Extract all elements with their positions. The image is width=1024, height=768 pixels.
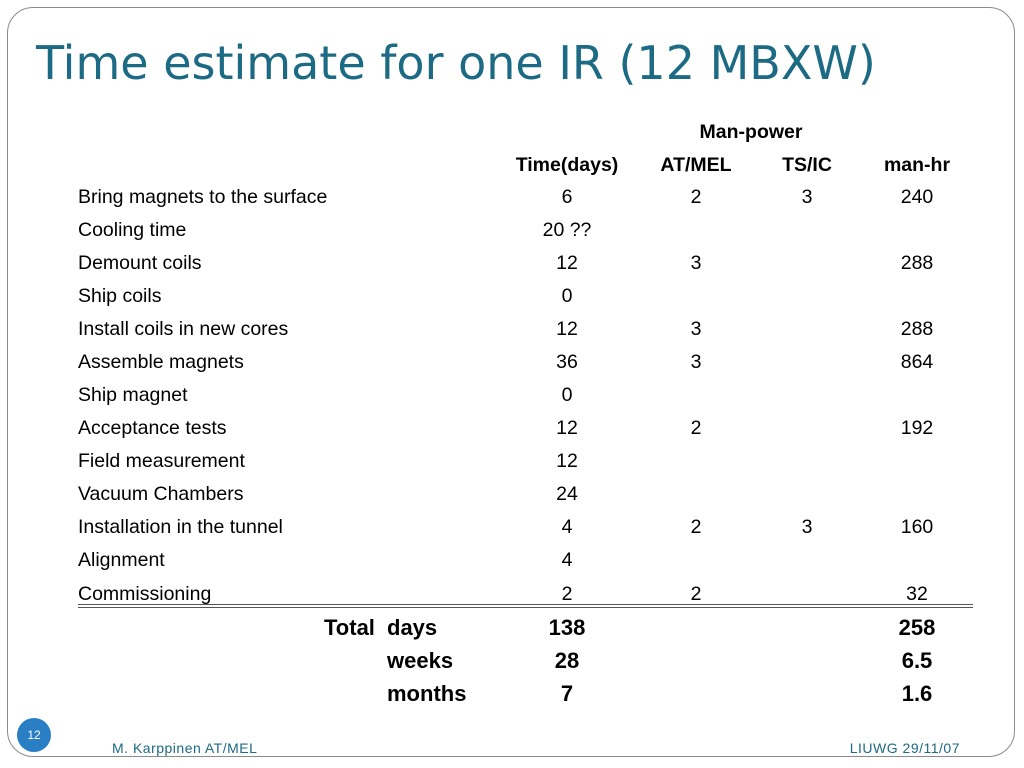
total-unit: months: [387, 681, 467, 706]
total-unit: days: [387, 615, 438, 640]
row-task: Alignment: [78, 549, 165, 571]
header-atmel: AT/MEL: [660, 154, 732, 176]
header-time: Time(days): [515, 154, 619, 176]
row-time: 0: [561, 384, 573, 406]
row-manhr: 864: [900, 351, 934, 373]
table-divider: [78, 604, 973, 605]
row-manhr: 288: [900, 252, 934, 274]
row-manhr: 288: [900, 318, 934, 340]
row-time: 2: [561, 583, 573, 605]
footer-author: M. Karppinen AT/MEL: [112, 740, 258, 756]
row-task: Demount coils: [78, 252, 202, 274]
row-atmel: 2: [690, 417, 702, 439]
row-manhr: 240: [900, 186, 934, 208]
row-atmel: 2: [690, 516, 702, 538]
row-task: Cooling time: [78, 219, 187, 241]
row-atmel: 3: [690, 318, 702, 340]
slide-frame: [7, 7, 1015, 757]
row-time: 12: [556, 252, 578, 274]
row-atmel: 3: [690, 351, 702, 373]
row-task: Ship magnet: [78, 384, 188, 406]
row-time: 36: [556, 351, 578, 373]
total-manhr: 1.6: [901, 681, 933, 706]
total-time: 28: [554, 648, 580, 673]
total-unit: weeks: [387, 648, 454, 673]
row-time: 20 ??: [542, 219, 592, 241]
row-time: 4: [561, 516, 573, 538]
header-manhr: man-hr: [883, 154, 951, 176]
row-time: 12: [556, 417, 578, 439]
row-time: 24: [556, 483, 578, 505]
row-time: 6: [561, 186, 573, 208]
row-time: 12: [556, 318, 578, 340]
total-manhr: 258: [898, 615, 936, 640]
row-task: Install coils in new cores: [78, 318, 289, 340]
row-tsic: 3: [801, 516, 813, 538]
total-time: 7: [560, 681, 574, 706]
footer-event-date: LIUWG 29/11/07: [849, 740, 960, 756]
row-tsic: 3: [801, 186, 813, 208]
row-manhr: 192: [900, 417, 934, 439]
row-manhr: 160: [900, 516, 934, 538]
row-task: Ship coils: [78, 285, 162, 307]
total-time: 138: [548, 615, 586, 640]
row-task: Vacuum Chambers: [78, 483, 244, 505]
row-atmel: 3: [690, 252, 702, 274]
row-task: Bring magnets to the surface: [78, 186, 328, 208]
row-atmel: 2: [690, 186, 702, 208]
row-task: Commissioning: [78, 583, 212, 605]
row-atmel: 2: [690, 583, 702, 605]
row-task: Acceptance tests: [78, 417, 227, 439]
total-label: Total: [324, 615, 375, 640]
manpower-group-header: Man-power: [699, 121, 803, 143]
row-time: 0: [561, 285, 573, 307]
total-manhr: 6.5: [901, 648, 933, 673]
slide-title: Time estimate for one IR (12 MBXW): [36, 36, 876, 90]
table-divider: [78, 607, 973, 608]
row-task: Installation in the tunnel: [78, 516, 283, 538]
row-task: Field measurement: [78, 450, 245, 472]
row-time: 4: [561, 549, 573, 571]
row-time: 12: [556, 450, 578, 472]
row-task: Assemble magnets: [78, 351, 244, 373]
header-tsic: TS/IC: [782, 154, 832, 176]
row-manhr: 32: [906, 583, 928, 605]
page-number-badge: 12: [17, 718, 51, 752]
